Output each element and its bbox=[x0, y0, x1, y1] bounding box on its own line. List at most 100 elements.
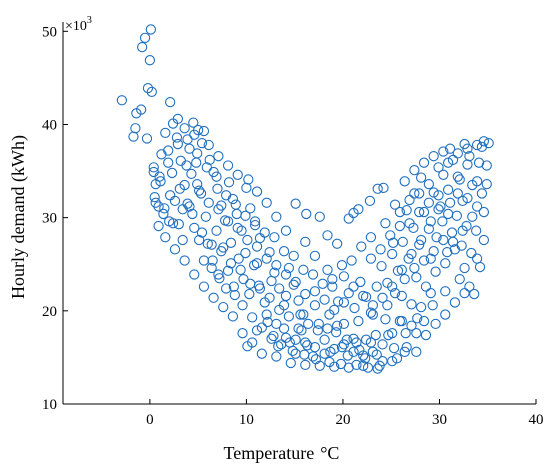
data-point bbox=[235, 264, 246, 275]
data-point bbox=[447, 154, 459, 166]
data-point bbox=[449, 297, 461, 308]
data-point bbox=[128, 131, 139, 142]
data-point bbox=[175, 155, 186, 166]
data-point bbox=[332, 296, 344, 307]
data-point bbox=[254, 233, 266, 244]
data-point bbox=[230, 199, 241, 210]
data-point bbox=[414, 206, 425, 218]
data-point bbox=[211, 171, 222, 182]
data-point bbox=[346, 255, 357, 266]
data-point bbox=[187, 208, 198, 220]
data-point bbox=[155, 176, 166, 187]
data-point bbox=[261, 197, 272, 208]
data-point bbox=[191, 157, 202, 168]
data-point bbox=[342, 350, 353, 361]
data-point bbox=[240, 247, 251, 259]
data-point bbox=[356, 241, 367, 252]
data-point bbox=[159, 203, 170, 214]
data-point bbox=[387, 237, 399, 248]
data-point bbox=[457, 225, 468, 236]
data-point bbox=[182, 198, 193, 209]
data-point bbox=[471, 201, 483, 212]
data-point bbox=[425, 253, 436, 264]
data-point bbox=[380, 314, 391, 325]
y-multiplier-exponent: 3 bbox=[87, 15, 92, 26]
data-point bbox=[312, 325, 323, 336]
data-point bbox=[391, 353, 403, 364]
data-point bbox=[433, 190, 444, 201]
data-point bbox=[396, 264, 407, 275]
data-point bbox=[299, 349, 310, 360]
data-point bbox=[360, 334, 372, 345]
data-point bbox=[418, 315, 430, 327]
data-point bbox=[364, 195, 376, 207]
data-point bbox=[443, 157, 454, 168]
data-point bbox=[457, 195, 468, 207]
data-point bbox=[136, 104, 147, 115]
x-tick-label: 40 bbox=[529, 412, 544, 428]
data-point bbox=[225, 237, 237, 248]
data-point bbox=[181, 160, 192, 171]
data-point bbox=[174, 183, 185, 194]
data-point bbox=[271, 211, 282, 222]
data-point bbox=[177, 204, 188, 215]
data-point bbox=[232, 169, 243, 180]
data-point bbox=[193, 185, 205, 196]
data-point bbox=[184, 201, 195, 212]
data-point bbox=[153, 220, 164, 232]
data-point bbox=[400, 328, 411, 339]
data-point bbox=[418, 255, 430, 266]
data-point bbox=[317, 278, 328, 289]
data-point bbox=[409, 164, 420, 176]
data-point bbox=[466, 247, 477, 259]
y-multiplier-label: ×103 bbox=[65, 15, 92, 34]
data-point bbox=[476, 188, 488, 199]
data-point bbox=[225, 258, 237, 269]
data-point bbox=[374, 360, 385, 371]
data-point bbox=[177, 234, 188, 246]
data-point bbox=[387, 355, 398, 367]
data-point bbox=[399, 176, 410, 187]
data-point bbox=[423, 197, 435, 208]
data-point bbox=[273, 341, 284, 352]
data-point bbox=[473, 157, 485, 168]
data-point bbox=[233, 253, 244, 264]
data-point bbox=[300, 337, 311, 348]
data-point bbox=[459, 262, 470, 274]
data-point bbox=[300, 236, 311, 248]
x-tick-label: 30 bbox=[432, 412, 447, 428]
data-point bbox=[280, 332, 292, 343]
data-point bbox=[433, 204, 444, 215]
data-point bbox=[220, 283, 232, 294]
data-point bbox=[412, 313, 423, 324]
data-point bbox=[242, 234, 253, 246]
data-point bbox=[163, 145, 174, 156]
data-point bbox=[329, 343, 340, 355]
data-point bbox=[314, 211, 325, 222]
data-point bbox=[218, 301, 229, 313]
data-point bbox=[285, 357, 296, 369]
data-point bbox=[222, 265, 234, 276]
data-point bbox=[271, 318, 282, 330]
data-point bbox=[206, 262, 217, 274]
data-point bbox=[406, 320, 417, 331]
data-point bbox=[319, 348, 330, 359]
x-tick-label: 20 bbox=[335, 412, 350, 428]
data-point bbox=[160, 127, 171, 139]
data-point bbox=[348, 346, 359, 357]
data-point bbox=[200, 211, 212, 222]
data-point bbox=[237, 328, 248, 339]
data-point bbox=[406, 248, 417, 260]
data-point bbox=[290, 348, 301, 359]
data-point bbox=[358, 350, 369, 361]
data-point bbox=[399, 274, 410, 285]
data-point bbox=[329, 361, 340, 372]
data-point bbox=[319, 334, 330, 345]
x-axis-unit: °C bbox=[320, 443, 339, 463]
data-point bbox=[451, 210, 462, 221]
data-point bbox=[443, 184, 454, 195]
data-point bbox=[358, 360, 369, 371]
data-point bbox=[409, 262, 420, 274]
data-point bbox=[359, 353, 371, 364]
